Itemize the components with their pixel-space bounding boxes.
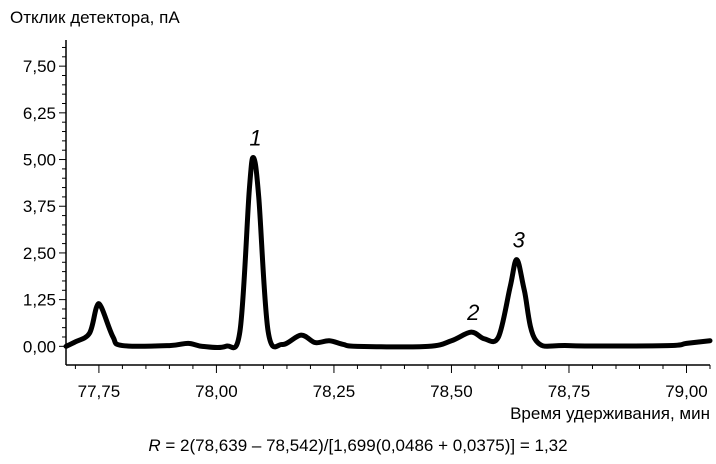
x-tick-label: 78,25 — [313, 382, 356, 401]
y-tick-label: 3,75 — [23, 197, 56, 216]
y-tick-label: 1,25 — [23, 291, 56, 310]
chromatogram-trace — [63, 154, 713, 351]
x-tick-label: 77,75 — [78, 382, 121, 401]
peak-label: 2 — [466, 300, 479, 325]
peak-label: 1 — [249, 126, 261, 151]
x-tick-label: 78,75 — [548, 382, 591, 401]
y-tick-label: 7,50 — [23, 57, 56, 76]
formula-variable: R — [148, 436, 161, 455]
x-tick-label: 78,00 — [195, 382, 238, 401]
y-axis-label: Отклик детектора, пА — [10, 8, 180, 27]
x-tick-label: 78,50 — [430, 382, 473, 401]
resolution-formula: R = 2(78,639 – 78,542)/[1,699(0,0486 + 0… — [0, 436, 716, 456]
x-tick-label: 79,00 — [665, 382, 708, 401]
y-tick-label: 2,50 — [23, 244, 56, 263]
y-tick-label: 6,25 — [23, 104, 56, 123]
formula-expression: = 2(78,639 – 78,542)/[1,699(0,0486 + 0,0… — [160, 436, 568, 455]
y-tick-label: 5,00 — [23, 151, 56, 170]
peak-label: 3 — [513, 228, 526, 253]
x-axis-label: Время удерживания, мин — [510, 404, 710, 423]
y-tick-label: 0,00 — [23, 337, 56, 356]
